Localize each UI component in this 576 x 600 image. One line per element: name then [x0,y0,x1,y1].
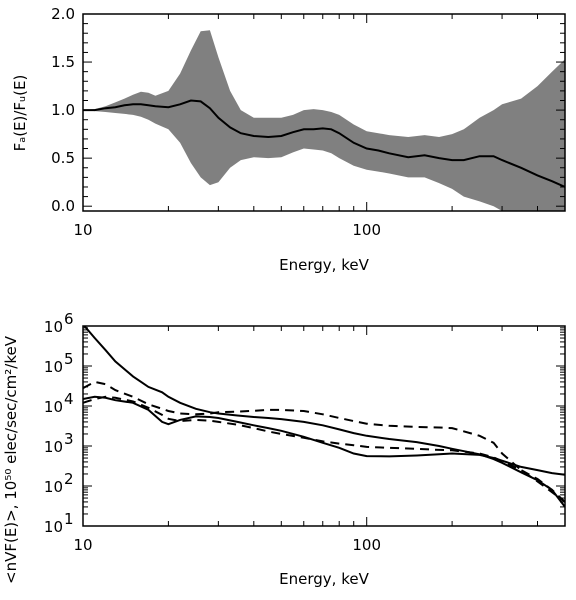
ratio-x-tick-label: 10 [73,221,92,239]
spectrum-y-tick-label: 10 [44,318,63,336]
spectrum-line-2 [83,380,565,503]
spectrum-y-tick-exponent: 4 [64,390,74,408]
spectrum-plot-frame [82,325,566,527]
spectrum-data-layer [83,326,565,508]
ratio-x-tick-label: 100 [352,221,381,239]
spectrum-x-axis-label: Energy, keV [279,570,369,588]
spectrum-y-tick-label: 10 [44,478,63,496]
spectrum-y-tick-exponent: 2 [64,470,74,488]
ratio-plot-area [83,30,565,211]
spectrum-plot-area [83,326,565,508]
uncertainty-band [83,30,565,211]
spectrum-y-tick-exponent: 1 [64,510,74,528]
spectrum-x-tick-label: 100 [352,536,381,554]
spectrum-line-3 [83,395,565,503]
ratio-y-tick-label: 1.5 [51,53,75,71]
ratio-y-axis-label: Fₐ(E)/Fᵤ(E) [11,75,29,152]
spectrum-y-tick-exponent: 5 [64,350,74,368]
spectrum-y-axis-label: <nVF(E)>, 10⁵⁰ elec/sec/cm²/keV [2,335,20,584]
spectrum-y-tick-label: 10 [44,518,63,536]
ratio-data-layer [83,30,565,211]
spectrum-line-4 [83,395,565,476]
spectrum-y-tick-label: 10 [44,438,63,456]
ratio-x-axis-label: Energy, keV [279,256,369,274]
ratio-y-tick-label: 0.5 [51,149,75,167]
ratio-y-tick-label: 0.0 [51,197,75,215]
ratio-plot-frame [82,13,566,212]
ratio-panel: 10 100 0.0 0.5 1.0 1.5 2.0 Energy, keV Fₐ(E)/F… [11,5,566,274]
spectrum-y-tick-label: 10 [44,398,63,416]
ratio-y-tick-label: 1.0 [51,101,75,119]
spectrum-y-tick-exponent: 6 [64,310,74,328]
spectrum-y-tick-label: 10 [44,358,63,376]
ratio-axes: 10 100 0.0 0.5 1.0 1.5 2.0 [51,5,566,239]
spectrum-y-tick-exponent: 3 [64,430,74,448]
mean-ratio-line [83,99,565,188]
spectrum-x-tick-label: 10 [73,536,92,554]
ratio-y-tick-label: 2.0 [51,5,75,23]
